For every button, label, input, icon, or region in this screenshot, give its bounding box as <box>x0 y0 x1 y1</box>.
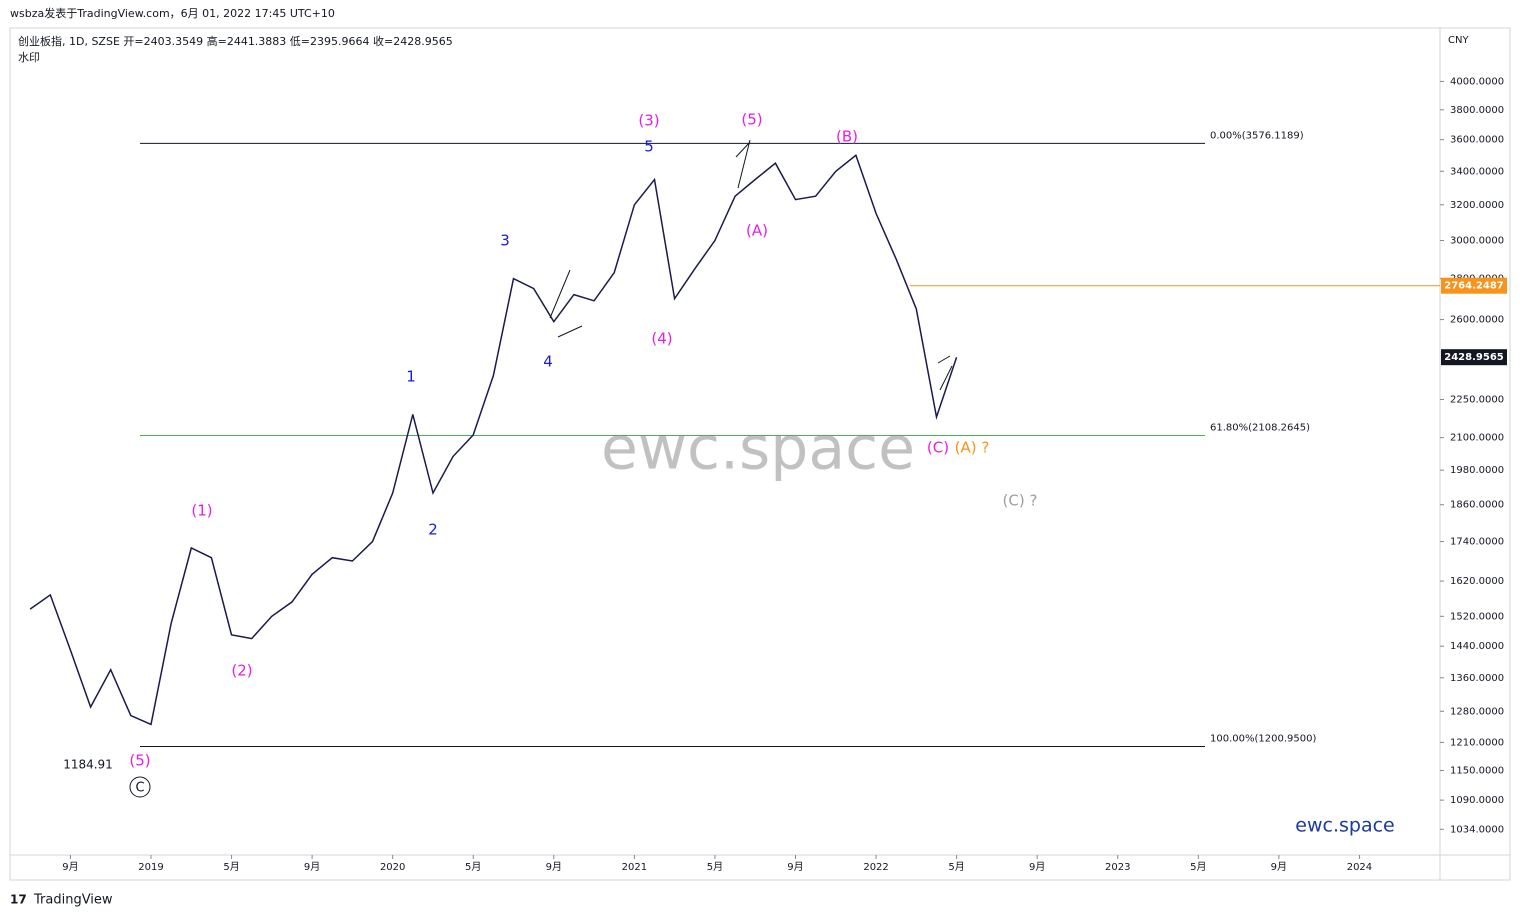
y-tick-label: 1210.0000 <box>1450 737 1504 748</box>
circle-mark <box>129 776 151 798</box>
symbol-legend: 创业板指, 1D, SZSE 开=2403.3549 高=2441.3883 低… <box>18 34 453 48</box>
y-tick-label: 1620.0000 <box>1450 576 1504 587</box>
price-marker <box>1441 277 1507 294</box>
x-tick-label: 9月 <box>787 861 803 873</box>
wave-label: (3) <box>638 112 659 130</box>
fib-label: 61.80%(2108.2645) <box>1210 422 1310 433</box>
price-marker-label: 2428.9565 <box>1444 352 1504 363</box>
y-tick-label: 1440.0000 <box>1450 641 1504 652</box>
wave-label: 3 <box>500 232 510 250</box>
wave-label: (5) <box>129 752 150 770</box>
wedge <box>735 139 751 189</box>
y-tick-label: 3600.0000 <box>1450 135 1504 146</box>
wave-label: 2 <box>428 521 438 539</box>
x-tick-label: 5月 <box>1190 861 1206 873</box>
y-tick-label: 1034.0000 <box>1450 824 1504 835</box>
wave-label: (A) ? <box>955 439 990 457</box>
wedge <box>549 269 583 338</box>
y-tick-label: 3200.0000 <box>1450 200 1504 211</box>
y-tick-label: 1520.0000 <box>1450 611 1504 622</box>
wave-label: C <box>135 781 144 796</box>
y-tick-label: 1150.0000 <box>1450 766 1504 777</box>
fib-label: 100.00%(1200.9500) <box>1210 734 1316 745</box>
x-tick-label: 5月 <box>465 861 481 873</box>
x-tick-label: 5月 <box>223 861 239 873</box>
x-tick-label: 2020 <box>380 862 405 873</box>
y-tick-label: 2100.0000 <box>1450 433 1504 444</box>
footer: TradingView <box>33 893 113 908</box>
y-tick-label: 2600.0000 <box>1450 315 1504 326</box>
y-tick-label: 2250.0000 <box>1450 394 1504 405</box>
x-tick-label: 5月 <box>948 861 964 873</box>
y-tick-label: 3800.0000 <box>1450 105 1504 116</box>
wave-label: (2) <box>231 662 252 680</box>
frame <box>9 27 1511 881</box>
published: wsbza发表于TradingView.com，6月 01, 2022 17:4… <box>10 6 335 20</box>
wave-label: 5 <box>644 138 654 156</box>
price-line <box>29 154 958 726</box>
wave-label: 4 <box>543 353 553 371</box>
x-tick-label: 9月 <box>304 861 320 873</box>
y-tick-label: 1740.0000 <box>1450 537 1504 548</box>
x-tick-label: 5月 <box>707 861 723 873</box>
y-tick-label: 3400.0000 <box>1450 166 1504 177</box>
x-tick-label: 2023 <box>1105 862 1130 873</box>
x-tick-label: 2021 <box>622 862 647 873</box>
price-marker-label: 2764.2487 <box>1444 281 1504 292</box>
wave-label: 1184.91 <box>63 758 113 772</box>
fib-label: 0.00%(3576.1189) <box>1210 130 1304 141</box>
wave-label: (4) <box>651 330 672 348</box>
wave-label: (B) <box>836 128 858 146</box>
watermark-label: 水印 <box>18 51 40 64</box>
wedge <box>937 355 953 391</box>
x-tick-label: 9月 <box>546 861 562 873</box>
wave-label: (C) ? <box>1003 492 1038 510</box>
wedges <box>549 139 953 391</box>
y-tick-label: 3000.0000 <box>1450 235 1504 246</box>
y-tick-label: 1360.0000 <box>1450 673 1504 684</box>
x-tick-label: 2024 <box>1347 862 1372 873</box>
currency: CNY <box>1448 35 1469 46</box>
x-tick-label: 2019 <box>138 862 163 873</box>
wave-label: 1 <box>406 368 416 386</box>
y-tick-label: 1090.0000 <box>1450 795 1504 806</box>
wave-label: (A) <box>746 222 768 240</box>
wave-label: (1) <box>191 502 212 520</box>
y-tick-label: 4000.0000 <box>1450 76 1504 87</box>
price-marker <box>1441 349 1507 366</box>
x-tick-label: 9月 <box>1029 861 1045 873</box>
wave-label: (C) <box>927 439 949 457</box>
y-tick-label: 1980.0000 <box>1450 465 1504 476</box>
x-tick-label: 9月 <box>1271 861 1287 873</box>
x-tick-label: 2022 <box>863 862 888 873</box>
y-tick-label: 1860.0000 <box>1450 500 1504 511</box>
watermark: ewc.space <box>601 414 915 484</box>
footer-logo: 𝟭𝟳 <box>10 893 27 907</box>
wave-label: (5) <box>741 111 762 129</box>
x-tick-label: 9月 <box>62 861 78 873</box>
y-tick-label: 1280.0000 <box>1450 706 1504 717</box>
brand: ewc.space <box>1295 815 1394 837</box>
